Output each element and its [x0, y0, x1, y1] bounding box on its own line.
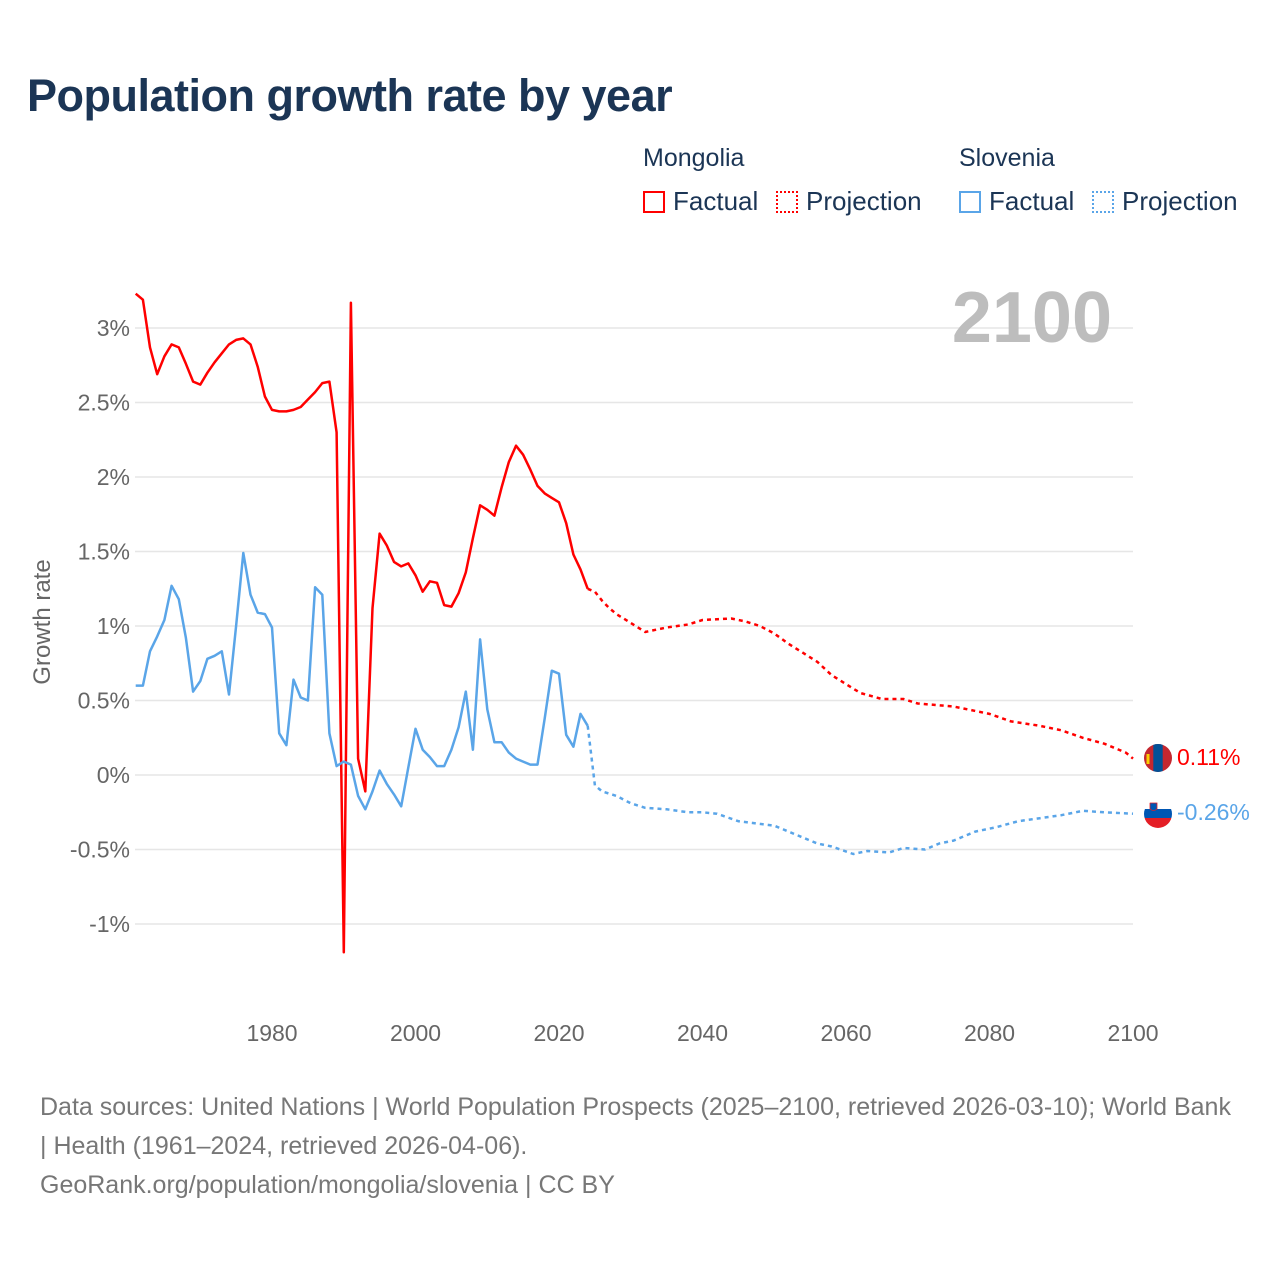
y-tick-label: 2% [97, 464, 130, 490]
y-tick-label: 0.5% [78, 688, 130, 714]
sources-text: Data sources: United Nations | World Pop… [40, 1093, 1231, 1160]
y-tick-label: 0% [97, 762, 130, 788]
mongolia-factual-line[interactable] [134, 292, 589, 954]
y-tick-label: 2.5% [78, 390, 130, 416]
y-tick-label: 3% [97, 315, 130, 341]
legend-mongolia-projection[interactable]: Projection [776, 186, 922, 217]
legend-label: Factual [673, 186, 759, 216]
line-chart: 3% 2.5% 2% 1.5% 1% 0.5% 0% -0.5% -1% 1980 2000 2020… [29, 278, 1250, 1046]
legend-label: Factual [989, 186, 1075, 216]
slovenia-flag-icon [1144, 800, 1172, 828]
year-indicator: 2100 [952, 278, 1112, 358]
legend-label: Projection [1122, 186, 1238, 216]
x-tick-label: 2000 [390, 1020, 441, 1046]
legend-label: Projection [806, 186, 922, 216]
legend-swatch-solid [643, 190, 665, 213]
mongolia-end-label: 0.11% [1177, 744, 1241, 770]
slovenia-projection-line[interactable] [586, 725, 1134, 856]
x-tick-label: 2080 [964, 1020, 1015, 1046]
legend-swatch-dotted [1092, 190, 1114, 213]
slovenia-end-label: -0.26% [1177, 799, 1250, 825]
page-title: Population growth rate by year [27, 70, 673, 121]
y-tick-label: 1% [97, 613, 130, 639]
data-sources: Data sources: United Nations | World Pop… [40, 1088, 1240, 1205]
legend-swatch-dotted [776, 190, 798, 213]
y-axis-label: Growth rate [29, 559, 56, 684]
mongolia-flag-icon [1144, 744, 1172, 772]
slovenia-factual-line[interactable] [135, 551, 589, 811]
x-tick-label: 2040 [677, 1020, 728, 1046]
x-tick-label: 1980 [246, 1020, 297, 1046]
x-tick-label: 2100 [1107, 1020, 1158, 1046]
legend-slovenia-projection[interactable]: Projection [1092, 186, 1238, 217]
y-tick-label: -0.5% [70, 837, 130, 863]
x-tick-label: 2060 [820, 1020, 871, 1046]
legend-group-slovenia: Slovenia [959, 144, 1055, 172]
x-tick-label: 2020 [533, 1020, 584, 1046]
mongolia-projection-line[interactable] [587, 587, 1134, 760]
legend-swatch-solid [959, 190, 981, 213]
y-tick-label: 1.5% [78, 539, 130, 565]
y-tick-label: -1% [89, 911, 130, 937]
legend-mongolia-factual[interactable]: Factual [643, 186, 758, 217]
attribution-link[interactable]: GeoRank.org/population/mongolia/slovenia… [40, 1171, 615, 1199]
legend-group-mongolia: Mongolia [643, 144, 745, 172]
legend-slovenia-factual[interactable]: Factual [959, 186, 1074, 217]
